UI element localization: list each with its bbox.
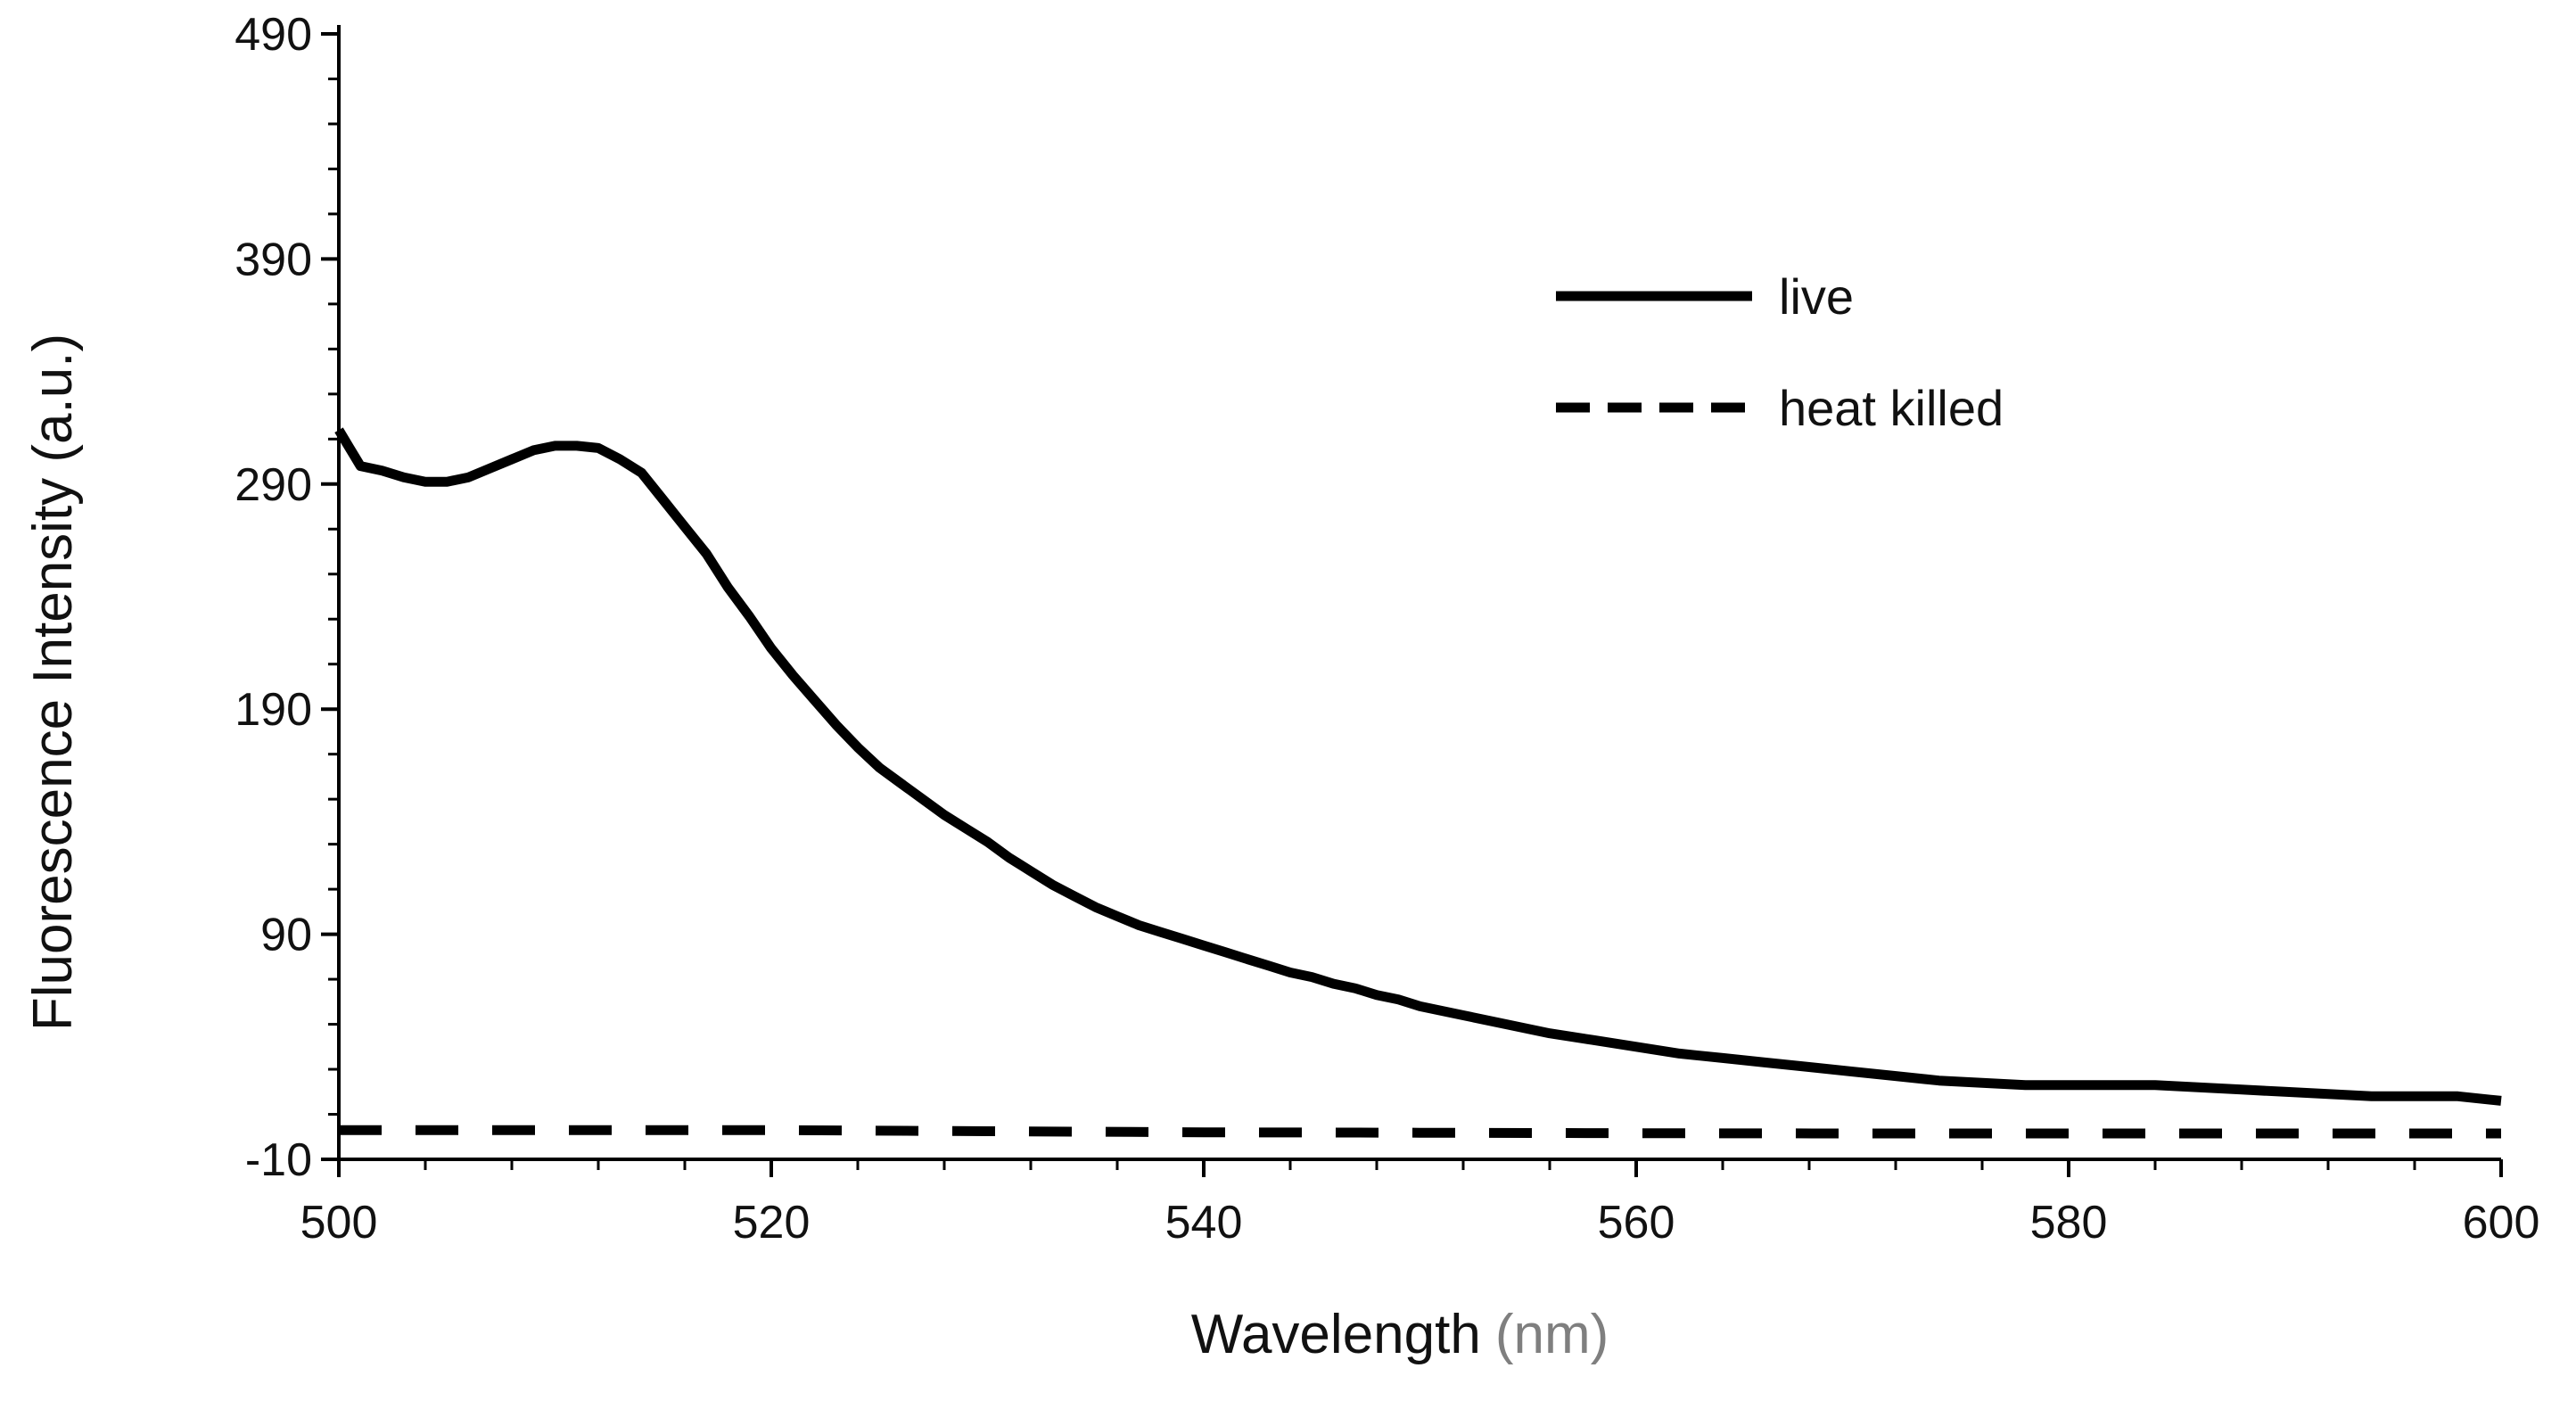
x-tick-label: 600 <box>2463 1197 2540 1249</box>
ticks: -10 90 190 290 390 490 500 520 540 560 580 600 <box>235 9 2539 1249</box>
x-tick-label: 540 <box>1165 1197 1243 1249</box>
legend-label-live: live <box>1779 268 1854 325</box>
x-tick-label: 520 <box>733 1197 811 1249</box>
y-tick-label: -10 <box>245 1134 312 1186</box>
x-axis-title-unit: (nm) <box>1495 1304 1609 1365</box>
series-lines <box>334 427 2502 1139</box>
axes <box>337 25 2501 1161</box>
y-tick-label: 290 <box>235 459 312 511</box>
y-tick-label: 490 <box>235 9 312 61</box>
y-tick-label: 390 <box>235 234 312 285</box>
series-line-live <box>334 427 2502 1106</box>
x-tick-label: 500 <box>300 1197 378 1249</box>
y-tick-label: 90 <box>260 910 312 961</box>
x-axis-title-main: Wavelength <box>1191 1304 1481 1365</box>
series-line-heat-killed <box>339 1125 2501 1139</box>
y-axis-title: Fluorescence Intensity (a.u.) <box>22 334 84 1031</box>
legend-label-heat-killed: heat killed <box>1779 380 2004 436</box>
x-tick-label: 580 <box>2030 1197 2108 1249</box>
x-axis-title: Wavelength (nm) <box>1191 1304 1609 1365</box>
x-tick-label: 560 <box>1598 1197 1675 1249</box>
y-tick-label: 190 <box>235 684 312 736</box>
legend: live heat killed <box>1556 268 2004 436</box>
